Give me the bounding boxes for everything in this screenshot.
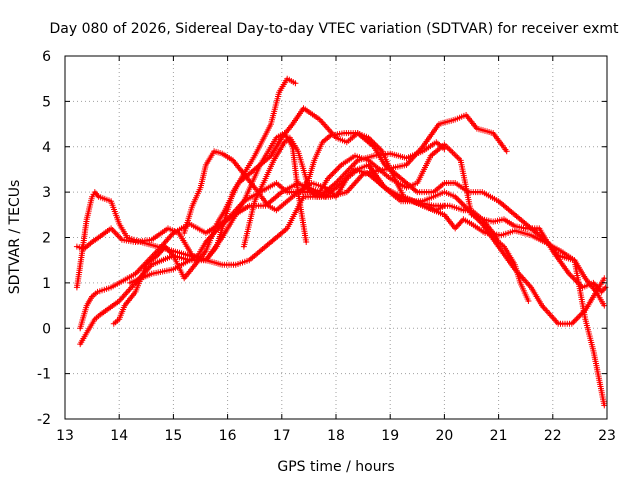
x-tick-label: 15 bbox=[164, 428, 182, 444]
series-markers bbox=[240, 134, 609, 295]
gridlines bbox=[65, 56, 607, 419]
x-tick-label: 16 bbox=[219, 428, 237, 444]
x-tick-label: 21 bbox=[490, 428, 508, 444]
x-tick-label: 19 bbox=[381, 428, 399, 444]
series-arc-3 bbox=[77, 75, 299, 348]
series-markers bbox=[77, 75, 299, 348]
y-tick-label: -1 bbox=[37, 367, 51, 383]
x-tick-label: 22 bbox=[544, 428, 562, 444]
y-tick-label: -2 bbox=[37, 412, 51, 428]
y-tick-label: 1 bbox=[42, 276, 51, 292]
x-tick-label: 17 bbox=[273, 428, 291, 444]
series-line bbox=[242, 136, 607, 293]
y-tick-label: 6 bbox=[42, 49, 51, 65]
x-tick-label: 20 bbox=[435, 428, 453, 444]
x-axis-label: GPS time / hours bbox=[277, 459, 394, 475]
y-tick-label: 0 bbox=[42, 321, 51, 337]
x-tick-label: 23 bbox=[598, 428, 616, 444]
series-arc-9 bbox=[297, 130, 608, 409]
series-arc-10 bbox=[365, 161, 532, 304]
data-series bbox=[73, 75, 609, 409]
x-tick-label: 18 bbox=[327, 428, 345, 444]
series-markers bbox=[73, 130, 310, 264]
series-markers bbox=[365, 161, 532, 304]
x-tick-label: 14 bbox=[110, 428, 128, 444]
y-axis-label: SDTVAR / TECUs bbox=[7, 180, 23, 295]
y-tick-label: 3 bbox=[42, 185, 51, 201]
y-tick-label: 2 bbox=[42, 231, 51, 247]
y-tick-label: 5 bbox=[42, 94, 51, 110]
chart-title: Day 080 of 2026, Sidereal Day-to-day VTE… bbox=[50, 21, 620, 37]
x-tick-label: 13 bbox=[56, 428, 74, 444]
y-tick-label: 4 bbox=[42, 140, 51, 156]
series-arc-8 bbox=[240, 134, 609, 295]
